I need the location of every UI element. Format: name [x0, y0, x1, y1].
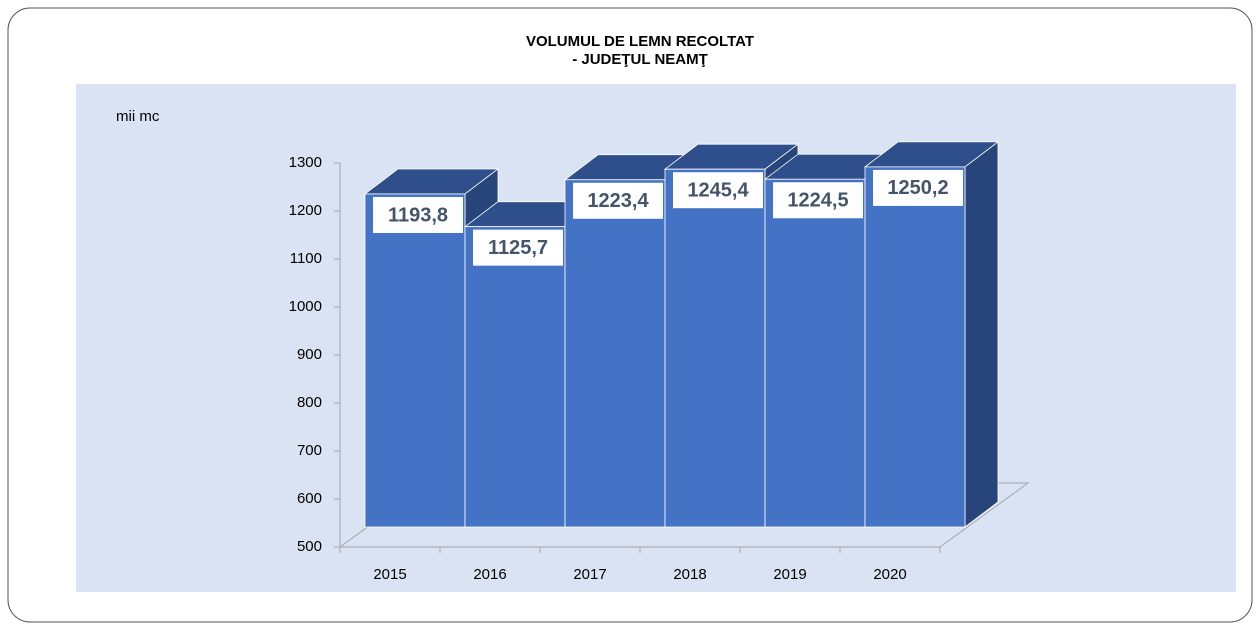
- y-tick-label: 800: [297, 394, 322, 411]
- x-tick-label: 2017: [573, 566, 606, 583]
- bar: [364, 193, 466, 528]
- y-tick-label: 900: [297, 346, 322, 363]
- value-label: 1125,7: [488, 237, 548, 259]
- value-label: 1223,4: [587, 190, 649, 212]
- x-tick-label: 2018: [673, 566, 706, 583]
- y-tick-label: 1100: [290, 250, 322, 267]
- bar: [864, 166, 966, 528]
- y-axis-label: mii mc: [116, 108, 160, 125]
- value-label-box: [473, 229, 563, 266]
- value-label-box: [673, 172, 763, 209]
- bar: [764, 178, 866, 528]
- x-tick-label: 2019: [773, 566, 806, 583]
- x-tick-label: 2016: [473, 566, 506, 583]
- value-label-box: [873, 169, 963, 206]
- y-tick-label: 600: [297, 490, 322, 507]
- bar: [464, 226, 566, 528]
- chart-title: - JUDEŢUL NEAMŢ: [572, 51, 708, 68]
- y-tick-label: 500: [297, 538, 322, 555]
- value-label-box: [373, 196, 463, 233]
- value-label: 1250,2: [887, 177, 948, 199]
- x-tick-label: 2020: [873, 566, 906, 583]
- y-tick-label: 1200: [289, 202, 322, 219]
- y-tick-label: 700: [297, 442, 322, 459]
- value-label-box: [773, 182, 863, 219]
- x-tick-label: 2015: [373, 566, 406, 583]
- value-label: 1193,8: [388, 204, 448, 226]
- value-label: 1245,4: [687, 179, 749, 201]
- value-label-box: [573, 182, 663, 219]
- y-tick-label: 1300: [289, 154, 322, 171]
- chart-title: VOLUMUL DE LEMN RECOLTAT: [526, 33, 754, 50]
- bar-side: [964, 141, 999, 528]
- bar: [564, 179, 666, 528]
- y-tick-label: 1000: [289, 298, 322, 315]
- bar: [664, 168, 766, 528]
- value-label: 1224,5: [787, 190, 848, 212]
